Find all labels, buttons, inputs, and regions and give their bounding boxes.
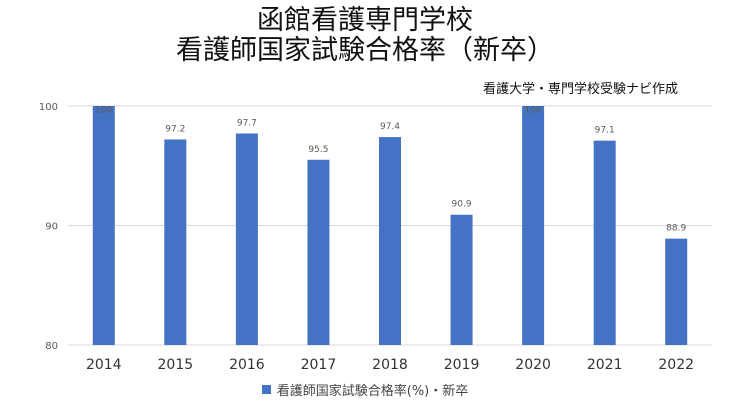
legend-label: 看護師国家試験合格率(%)・新卒 [276, 384, 469, 399]
bar [522, 106, 545, 345]
bar [379, 137, 401, 345]
bar [307, 159, 330, 345]
x-tick-label: 2019 [444, 357, 480, 373]
x-tick-label: 2015 [158, 357, 194, 373]
data-label: 90.9 [452, 200, 472, 210]
bar [235, 133, 258, 345]
y-tick-label: 90 [45, 222, 58, 233]
x-tick-label: 2020 [515, 357, 551, 373]
bar [164, 139, 187, 345]
x-tick-label: 2022 [658, 357, 694, 373]
data-label: 97.7 [237, 118, 257, 128]
x-tick-label: 2017 [301, 357, 337, 373]
x-tick-label: 2018 [372, 357, 408, 373]
credit-text: 看護大学・専門学校受験ナビ作成 [482, 82, 678, 97]
data-label: 95.5 [308, 145, 328, 155]
y-tick-label: 100 [39, 102, 58, 113]
bar [593, 140, 616, 345]
data-label: 88.9 [666, 224, 686, 234]
x-tick-label: 2021 [587, 357, 623, 373]
data-label: 97.2 [165, 124, 185, 134]
data-label: 97.4 [380, 122, 400, 132]
bar [92, 106, 115, 345]
data-label: 100 [95, 106, 112, 116]
legend-swatch [261, 385, 271, 394]
data-label: 100 [525, 106, 542, 116]
legend: 看護師国家試験合格率(%)・新卒 [0, 380, 730, 399]
bar [665, 238, 688, 345]
data-label: 97.1 [595, 126, 615, 136]
x-tick-label: 2016 [229, 357, 265, 373]
bar [450, 214, 473, 345]
chart-title-line1: 函館看護専門学校 [257, 5, 473, 36]
x-tick-label: 2014 [86, 357, 122, 373]
y-tick-label: 80 [45, 341, 58, 352]
chart-title-line2: 看護師国家試験合格率（新卒） [176, 35, 554, 66]
